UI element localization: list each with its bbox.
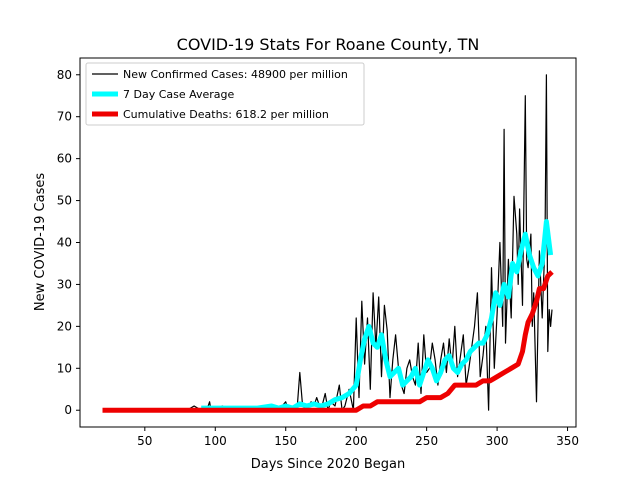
y-tick-label: 10 [57,361,72,375]
series-line-3 [102,270,554,413]
y-tick-label: 70 [57,110,72,124]
x-tick-label: 50 [137,434,152,448]
series-layer [102,74,554,413]
y-tick-label: 80 [57,68,72,82]
legend: New Confirmed Cases: 48900 per million 7 … [85,62,365,126]
legend-box [85,62,365,126]
x-tick-label: 250 [415,434,438,448]
y-tick-label: 0 [64,403,72,417]
series-line-2 [201,219,554,411]
y-tick-label: 40 [57,236,72,250]
y-tick-label: 50 [57,194,72,208]
x-tick-label: 300 [486,434,509,448]
x-axis-label: Days Since 2020 Began [251,457,406,472]
x-tick-label: 100 [204,434,227,448]
x-tick-label: 350 [556,434,579,448]
legend-label-2: 7 Day Case Average [123,88,235,101]
y-axis-label: New COVID-19 Cases [33,173,48,311]
y-tick-label: 20 [57,319,72,333]
x-tick-label: 150 [274,434,297,448]
y-tick-label: 30 [57,277,72,291]
x-tick-label: 200 [345,434,368,448]
legend-label-1: New Confirmed Cases: 48900 per million [123,68,348,81]
y-tick-label: 60 [57,152,72,166]
x-axis: 50 100 150 200 250 300 350 [137,427,579,448]
legend-label-3: Cumulative Deaths: 618.2 per million [123,108,329,121]
y-axis: 0 10 20 30 40 50 60 70 80 [57,68,80,417]
chart-title: COVID-19 Stats For Roane County, TN [177,35,480,54]
